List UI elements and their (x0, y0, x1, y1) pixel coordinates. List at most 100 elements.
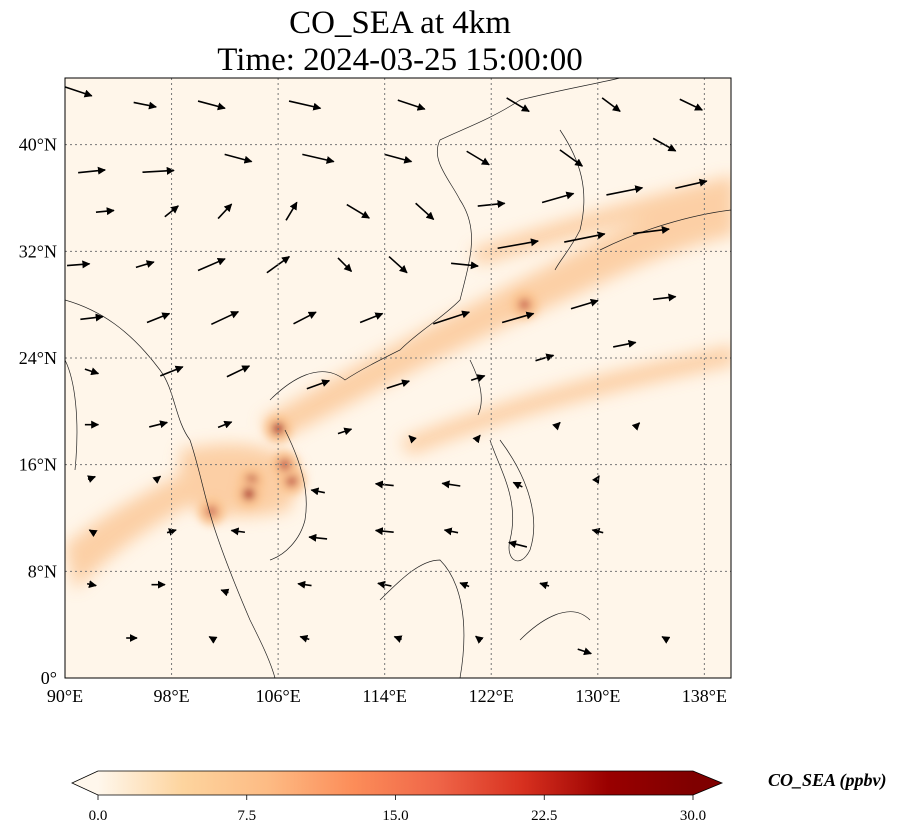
wind-arrow (288, 100, 322, 111)
wind-arrow (88, 529, 98, 538)
wind-arrow (559, 149, 584, 167)
wind-arrow (606, 185, 644, 196)
wind-arrow (601, 97, 621, 113)
lon-tick-label: 90°E (47, 686, 83, 706)
wind-arrow (652, 137, 677, 152)
wind-arrow (512, 481, 523, 490)
wind-arrow (142, 166, 175, 175)
wind-arrow (508, 540, 528, 549)
wind-arrow (65, 86, 93, 98)
lon-tick-label: 130°E (575, 686, 620, 706)
wind-arrow (591, 527, 604, 536)
lon-tick-label: 138°E (682, 686, 727, 706)
wind-arrow (501, 311, 535, 324)
colorbar-min-extend (72, 771, 98, 795)
wind-arrow (497, 238, 539, 250)
co-plume-layer (65, 175, 731, 590)
lat-tick-labels: 0° 8°N 16°N 24°N 32°N 40°N (19, 135, 57, 688)
wind-arrow (415, 202, 435, 221)
colorbar-tick-label: 15.0 (382, 808, 408, 824)
wind-arrow (308, 533, 328, 542)
wind-arrow (459, 581, 470, 590)
lat-tick-label: 0° (41, 668, 57, 688)
wind-arrow (80, 313, 104, 322)
coastline-layer (65, 78, 731, 678)
wind-arrow (393, 635, 403, 643)
lon-tick-label: 106°E (256, 686, 301, 706)
wind-arrow (149, 420, 169, 429)
wind-arrow (146, 312, 171, 324)
wind-arrow (541, 191, 575, 204)
colorbar-gradient (98, 771, 693, 795)
wind-arrow (67, 260, 91, 269)
wind-arrow (84, 367, 100, 376)
wind-arrow (211, 310, 240, 326)
wind-arrow (613, 339, 637, 348)
wind-arrow (293, 311, 317, 325)
wind-vector-layer (65, 86, 708, 656)
colorbar-tick-label: 30.0 (680, 808, 706, 824)
wind-arrow (675, 178, 708, 190)
wind-arrow (472, 434, 481, 444)
wind-arrow (433, 310, 471, 325)
colorbar-tick-label: 7.5 (237, 808, 256, 824)
wind-arrow (135, 260, 155, 269)
wind-arrow (217, 203, 233, 220)
co-hotspot-layer (197, 290, 539, 526)
wind-arrow (164, 205, 179, 218)
wind-arrow (337, 257, 353, 272)
wind-arrow (208, 635, 218, 644)
wind-arrow (302, 153, 335, 164)
wind-arrow (564, 231, 606, 243)
wind-arrow (506, 97, 530, 113)
wind-arrow (166, 528, 177, 536)
wind-arrow (152, 475, 162, 484)
lat-tick-label: 8°N (28, 561, 57, 581)
wind-arrow (470, 374, 486, 382)
wind-arrow (226, 365, 251, 378)
map-frame (64, 77, 732, 679)
wind-arrow (359, 312, 384, 324)
wind-arrow (384, 153, 413, 164)
wind-arrow (632, 226, 670, 235)
colorbar: 0.0 7.5 15.0 22.5 30.0 (71, 770, 724, 824)
hotspot (205, 505, 218, 518)
wind-arrow (78, 166, 106, 175)
title-line-1: CO_SEA at 4km (289, 5, 511, 41)
wind-arrow (535, 353, 555, 362)
wind-arrow (197, 100, 226, 111)
wind-arrow (230, 527, 246, 536)
wind-arrow (386, 379, 411, 390)
wind-arrow (552, 421, 561, 431)
gridlines (65, 78, 731, 678)
colorbar-label: CO_SEA (ppbv) (768, 770, 887, 790)
lat-tick-label: 24°N (19, 348, 57, 368)
wind-arrow (87, 475, 96, 483)
wind-arrow (679, 98, 704, 111)
wind-arrow (197, 258, 226, 272)
lat-tick-label: 32°N (19, 241, 57, 261)
colorbar-tick-label: 22.5 (531, 808, 557, 824)
wind-arrow (388, 255, 408, 274)
wind-arrow (397, 99, 426, 111)
wind-arrow (374, 527, 394, 536)
wind-arrow (217, 420, 233, 429)
wind-arrow (346, 203, 370, 219)
wind-arrow (577, 647, 592, 656)
wind-arrow (306, 379, 331, 390)
hotspot (278, 458, 291, 471)
wind-arrow (631, 422, 641, 431)
wind-arrow (661, 635, 671, 644)
lon-tick-label: 98°E (153, 686, 189, 706)
wind-arrow (285, 201, 298, 221)
wind-arrow (570, 298, 599, 310)
wind-arrow (86, 580, 97, 589)
wind-arrow (653, 293, 677, 302)
wind-arrow (443, 527, 459, 536)
wind-arrow (475, 635, 484, 644)
colorbar-tick-label: 0.0 (89, 808, 108, 824)
wind-arrow (224, 153, 253, 164)
hotspot (518, 298, 531, 311)
wind-arrow (466, 150, 490, 166)
